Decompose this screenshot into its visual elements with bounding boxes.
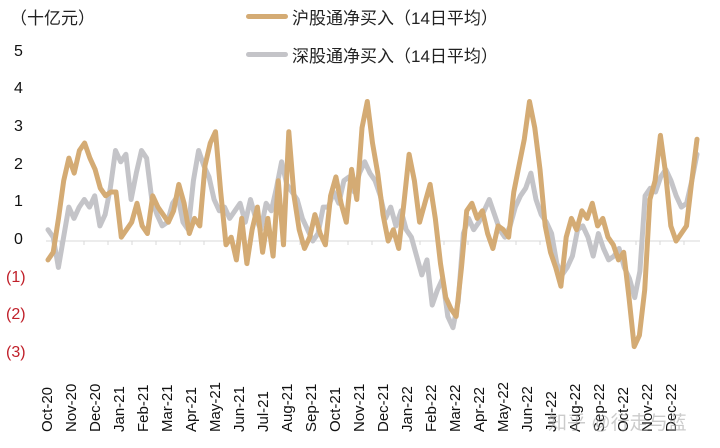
y-tick-label: 5 (14, 42, 23, 60)
legend-item-shanghai: 沪股通净买入（14日平均） (246, 4, 498, 29)
y-tick-label: (3) (6, 344, 26, 362)
legend-label-shenzhen: 深股通净买入（14日平均） (292, 47, 498, 66)
y-tick-label: 3 (14, 117, 23, 135)
legend-swatch-shanghai (246, 14, 288, 19)
series-line-shanghai (45, 99, 700, 350)
legend-item-shenzhen: 深股通净买入（14日平均） (246, 42, 498, 67)
y-axis-unit-label: （十亿元） (10, 9, 95, 28)
y-tick-label: 0 (14, 231, 23, 248)
y-tick-label: (1) (6, 268, 26, 286)
legend-label-shanghai: 沪股通净买入（14日平均） (292, 9, 498, 28)
y-tick-label: (2) (6, 306, 26, 324)
y-tick-label: 4 (14, 80, 23, 98)
y-tick-label: 2 (14, 155, 23, 173)
legend-swatch-shenzhen (246, 52, 288, 57)
series-line-shenzhen (45, 148, 700, 331)
watermark: 知乎 @行走与蓝 (548, 413, 687, 434)
y-tick-label: 1 (14, 193, 23, 211)
